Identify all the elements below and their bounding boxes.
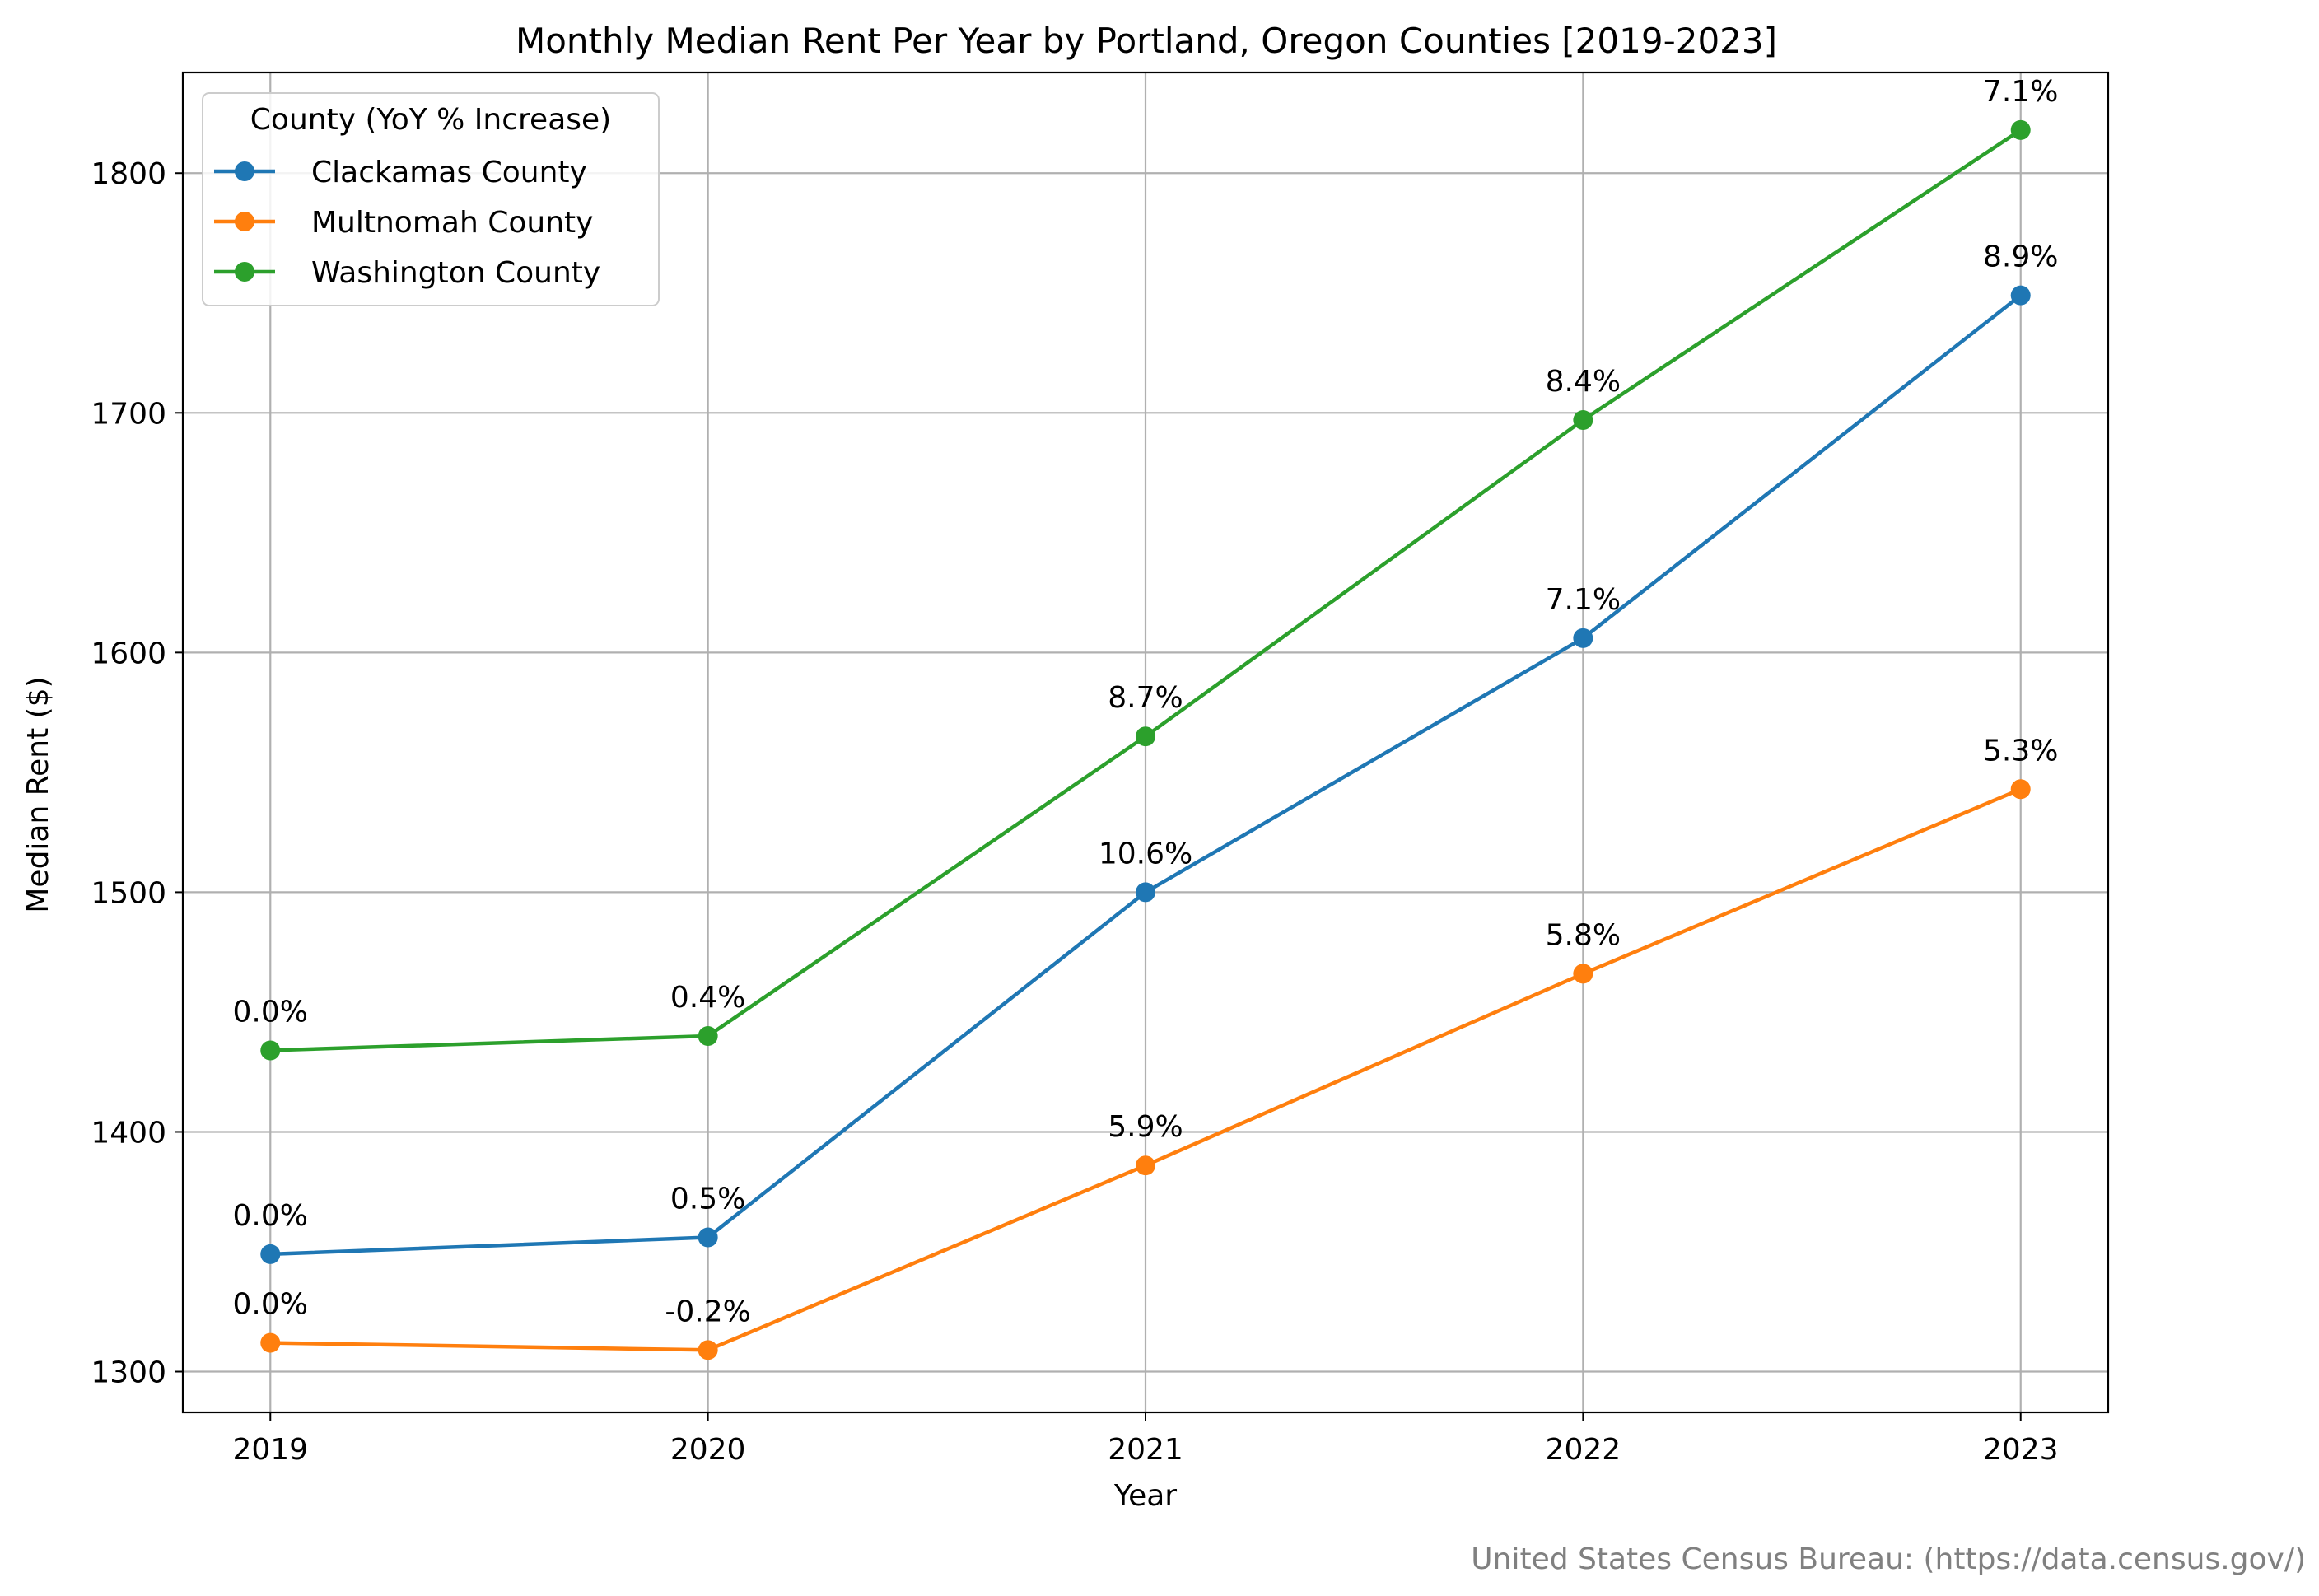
multnomah-data-label: -0.2% <box>665 1295 750 1328</box>
y-axis-label: Median Rent ($) <box>21 676 55 912</box>
axes: 2019 2020 2021 2022 2023 1300 1400 1500 1600 1700… <box>91 71 2110 1467</box>
multnomah-point <box>698 1340 718 1360</box>
washington-data-label: 8.7% <box>1108 681 1183 715</box>
washington-data-label: 0.4% <box>670 981 745 1015</box>
series-lines <box>260 119 2031 1360</box>
x-tick-label: 2020 <box>670 1433 746 1467</box>
y-tick-label: 1800 <box>91 157 166 191</box>
clackamas-legend-label: Clackamas County <box>311 156 587 189</box>
clackamas-data-label: 8.9% <box>1983 240 2058 274</box>
y-tick-label: 1500 <box>91 876 166 910</box>
y-tick-label: 1600 <box>91 637 166 670</box>
data-labels: 0.0% 0.5% 10.6% 7.1% 8.9% 0.0% -0.2% 5.9% 5.8% 5.… <box>233 75 2059 1328</box>
multnomah-legend-label: Multnomah County <box>311 206 593 240</box>
multnomah-legend-marker <box>235 212 254 231</box>
legend: County (YoY % Increase) Clackamas County M… <box>202 92 660 306</box>
clackamas-data-label: 0.5% <box>670 1183 745 1216</box>
washington-point <box>1573 410 1593 431</box>
multnomah-point <box>1136 1155 1155 1176</box>
chart-title: Monthly Median Rent Per Year by Portland… <box>516 21 1777 61</box>
clackamas-point <box>2010 285 2031 306</box>
x-axis-label: Year <box>1113 1479 1177 1513</box>
multnomah-point <box>1573 964 1593 984</box>
clackamas-data-label: 0.0% <box>233 1199 308 1233</box>
washington-point <box>698 1026 718 1047</box>
y-tick-label: 1400 <box>91 1116 166 1150</box>
washington-data-label: 7.1% <box>1983 75 2058 109</box>
clackamas-point <box>698 1227 718 1248</box>
legend-title: County (YoY % Increase) <box>250 103 611 137</box>
multnomah-point <box>2010 779 2031 800</box>
source-note: United States Census Bureau: (https://da… <box>1471 1542 2306 1576</box>
washington-point <box>260 1040 281 1061</box>
y-tick-label: 1700 <box>91 397 166 431</box>
clackamas-point <box>260 1244 281 1264</box>
washington-point <box>1136 726 1155 747</box>
x-tick-label: 2021 <box>1108 1433 1183 1467</box>
washington-data-label: 0.0% <box>233 996 308 1029</box>
clackamas-legend-marker <box>235 161 254 181</box>
washington-legend-marker <box>235 262 254 282</box>
clackamas-data-label: 7.1% <box>1546 583 1621 617</box>
clackamas-point <box>1573 628 1593 648</box>
x-tick-label: 2022 <box>1546 1433 1621 1467</box>
washington-legend-label: Washington County <box>311 256 600 290</box>
washington-data-label: 8.4% <box>1546 365 1621 399</box>
x-tick-label: 2023 <box>1983 1433 2059 1467</box>
clackamas-point <box>1136 882 1155 903</box>
multnomah-data-label: 0.0% <box>233 1288 308 1322</box>
legend-box <box>202 92 660 306</box>
multnomah-data-label: 5.3% <box>1983 734 2058 768</box>
multnomah-point <box>260 1332 281 1353</box>
clackamas-data-label: 10.6% <box>1099 837 1192 870</box>
y-tick-label: 1300 <box>91 1356 166 1390</box>
washington-point <box>2010 119 2031 140</box>
multnomah-data-label: 5.9% <box>1108 1110 1183 1144</box>
multnomah-data-label: 5.8% <box>1546 918 1621 952</box>
x-tick-label: 2019 <box>232 1433 308 1467</box>
